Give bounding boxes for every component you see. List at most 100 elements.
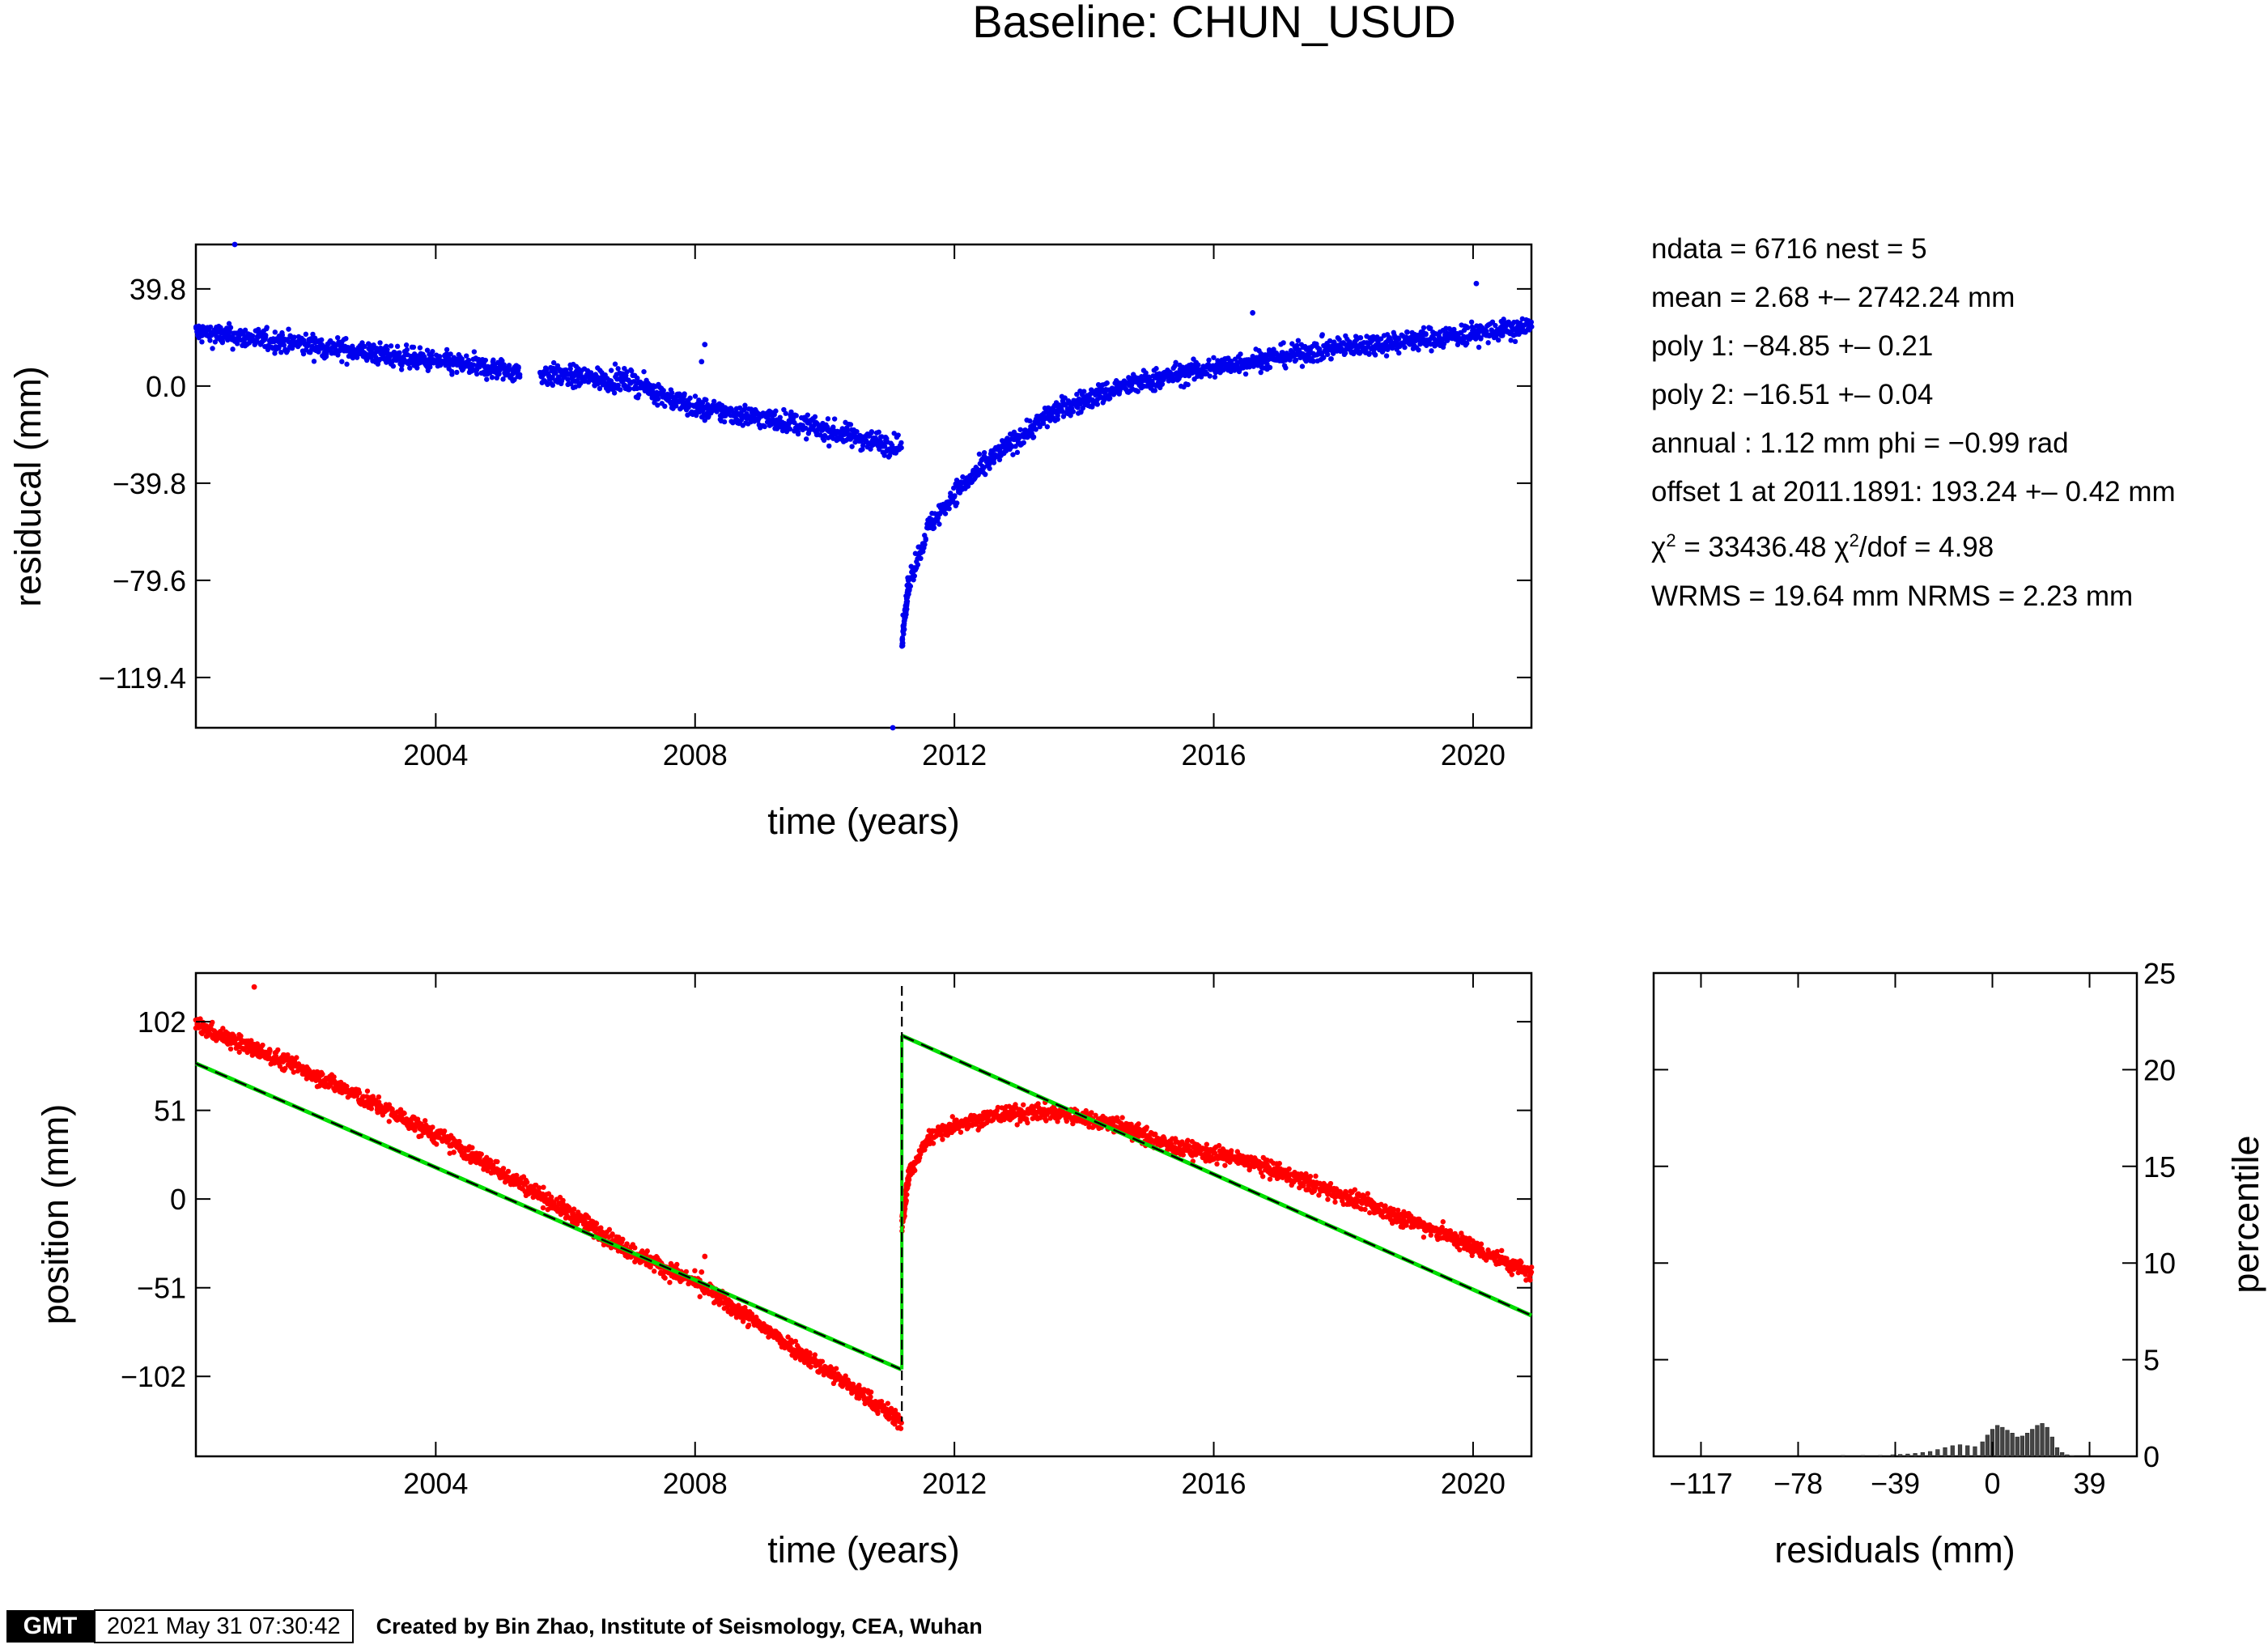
residual-plot-frame (194, 243, 1533, 729)
residual-point (1324, 351, 1331, 358)
position-point (441, 1128, 448, 1134)
residual-point (831, 416, 838, 422)
residual-point (1512, 338, 1518, 345)
residual-point (388, 343, 394, 349)
residual-point (1074, 391, 1080, 397)
residual-point (948, 491, 953, 496)
residual-point (474, 371, 480, 377)
position-point (745, 1322, 752, 1328)
residual-point (942, 511, 949, 516)
residual-point (976, 451, 983, 457)
residual-point (901, 631, 907, 637)
residual-xtick-label: 2016 (1181, 738, 1246, 771)
position-point (598, 1225, 604, 1230)
residual-point (1143, 370, 1149, 376)
residual-point (207, 324, 214, 330)
position-point (1362, 1206, 1368, 1213)
residual-point (377, 340, 383, 346)
residual-point (860, 443, 866, 448)
residual-point (1476, 344, 1482, 351)
residual-point (305, 342, 311, 349)
position-point (912, 1167, 918, 1174)
residual-point (1319, 332, 1325, 338)
residual-point (565, 376, 571, 382)
residual-xlabel: time (years) (767, 801, 960, 842)
residual-point (931, 525, 937, 531)
residual-point (1402, 344, 1408, 351)
residual-point (626, 385, 633, 392)
residual-point (628, 368, 635, 374)
residual-panel: 2004 2008 2012 2016 202039.80.0−39.8−79.6−11… (7, 241, 1535, 842)
residual-point (430, 349, 435, 355)
residual-point (272, 329, 278, 335)
residual-point (1192, 369, 1198, 375)
residual-point (354, 355, 360, 360)
residual-point (923, 537, 928, 543)
figure-title: Baseline: CHUN_USUD (972, 0, 1456, 47)
residual-point (339, 359, 345, 364)
position-point (674, 1261, 680, 1268)
residual-point (1495, 337, 1501, 343)
position-point (875, 1410, 881, 1417)
residual-point (1529, 324, 1535, 329)
residual-point (278, 350, 284, 355)
position-point (868, 1394, 873, 1400)
residual-point (762, 423, 767, 430)
position-point (632, 1245, 638, 1251)
residual-point (1478, 336, 1484, 342)
position-point (885, 1400, 891, 1406)
residual-point (669, 390, 675, 396)
residual-point (310, 331, 316, 338)
position-point (505, 1168, 512, 1175)
residual-point (1159, 381, 1165, 387)
residual-point (793, 413, 799, 419)
residual-point (199, 339, 205, 345)
residual-point (1075, 405, 1081, 410)
position-point (898, 1426, 904, 1431)
residual-point (489, 375, 495, 380)
residual-point (608, 368, 614, 373)
residual-point (1211, 355, 1217, 360)
position-point (1325, 1196, 1331, 1202)
residual-point (1094, 402, 1101, 407)
residual-ytick-label: −119.4 (99, 661, 186, 695)
residual-xtick-label: 2004 (403, 738, 468, 771)
residual-point (1185, 381, 1191, 388)
residual-point (444, 346, 450, 353)
residual-point (1238, 351, 1243, 357)
residual-point (344, 361, 350, 368)
position-point (560, 1197, 566, 1204)
residual-point (319, 337, 325, 343)
residual-point (611, 390, 618, 396)
residual-point (1030, 434, 1037, 440)
residual-point (308, 336, 314, 342)
residual-point (343, 335, 349, 342)
residual-point (464, 353, 469, 359)
residual-point (516, 364, 521, 370)
position-point (807, 1351, 813, 1358)
residual-point (1081, 389, 1087, 394)
residual-point (404, 346, 410, 353)
position-point (331, 1074, 337, 1080)
residual-point (1044, 423, 1051, 430)
residual-point (414, 365, 420, 371)
residual-point (937, 521, 942, 527)
residual-outlier (1473, 280, 1480, 287)
position-point (692, 1268, 698, 1273)
residual-point (889, 442, 895, 448)
residual-point (849, 444, 855, 449)
position-point (495, 1158, 500, 1165)
position-point (422, 1118, 428, 1124)
residual-point (612, 361, 618, 367)
residual-point (263, 333, 269, 338)
position-point (451, 1150, 457, 1155)
residual-point (1372, 352, 1378, 358)
residual-point (335, 352, 341, 358)
residual-point (895, 432, 901, 438)
residual-point (1063, 402, 1068, 408)
position-point (1144, 1124, 1149, 1130)
residual-point (1104, 380, 1110, 386)
residual-point (227, 325, 234, 330)
residual-ticks: 2004 2008 2012 2016 202039.80.0−39.8−79.6−11… (99, 244, 1531, 771)
